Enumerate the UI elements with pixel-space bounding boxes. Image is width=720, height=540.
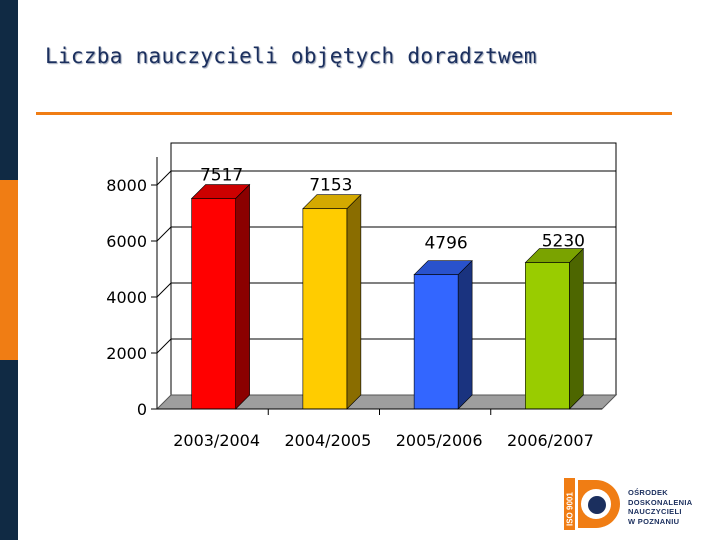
x-tick-label-1: 2004/2005 bbox=[284, 431, 371, 450]
logo-line-1: OŚRODEK bbox=[628, 488, 669, 497]
bar-0 bbox=[191, 198, 236, 410]
y-tick-label-8000: 8000 bbox=[106, 176, 147, 195]
side-bar-navy-top bbox=[0, 0, 18, 180]
bar-3 bbox=[525, 262, 570, 410]
gridline-side-2000 bbox=[156, 338, 172, 354]
side-bar-navy-bottom bbox=[0, 360, 18, 540]
side-bar-orange bbox=[0, 180, 18, 360]
gridline-side-8000 bbox=[156, 170, 172, 186]
odn-logo: ISO 9001 OŚRODEK DOSKONALENIA NAUCZYCIEL… bbox=[562, 478, 712, 532]
y-tick-label-0: 0 bbox=[137, 400, 147, 419]
x-tick-label-2: 2005/2006 bbox=[396, 431, 483, 450]
y-tick-label-2000: 2000 bbox=[106, 344, 147, 363]
bar-side-2 bbox=[457, 259, 473, 410]
gridline-side-4000 bbox=[156, 282, 172, 298]
y-tick-label-4000: 4000 bbox=[106, 288, 147, 307]
y-tick-label-6000: 6000 bbox=[106, 232, 147, 251]
x-tick-label-3: 2006/2007 bbox=[507, 431, 594, 450]
data-label-2: 4796 bbox=[424, 234, 467, 254]
logo-line-3: NAUCZYCIELI bbox=[628, 507, 682, 516]
gridline-side-6000 bbox=[156, 226, 172, 242]
bar-1 bbox=[302, 208, 348, 410]
title-underline bbox=[36, 112, 672, 115]
bar-side-0 bbox=[235, 183, 250, 410]
bar-side-3 bbox=[569, 247, 584, 410]
bar-side-1 bbox=[346, 193, 362, 410]
data-label-1: 7153 bbox=[309, 176, 352, 196]
logo-line-4: W POZNANIU bbox=[628, 516, 680, 526]
data-label-0: 7517 bbox=[200, 166, 243, 186]
iso-logo-mark: ISO 9001 bbox=[564, 478, 620, 530]
logo-line-2: DOSKONALENIA bbox=[628, 497, 693, 507]
slide-title: Liczba nauczycieli objętych doradztwem bbox=[45, 44, 537, 68]
bar-2 bbox=[413, 274, 459, 410]
iso-badge-text: ISO 9001 bbox=[566, 492, 575, 526]
data-label-3: 5230 bbox=[542, 232, 585, 252]
x-tick-label-0: 2003/2004 bbox=[173, 431, 260, 450]
